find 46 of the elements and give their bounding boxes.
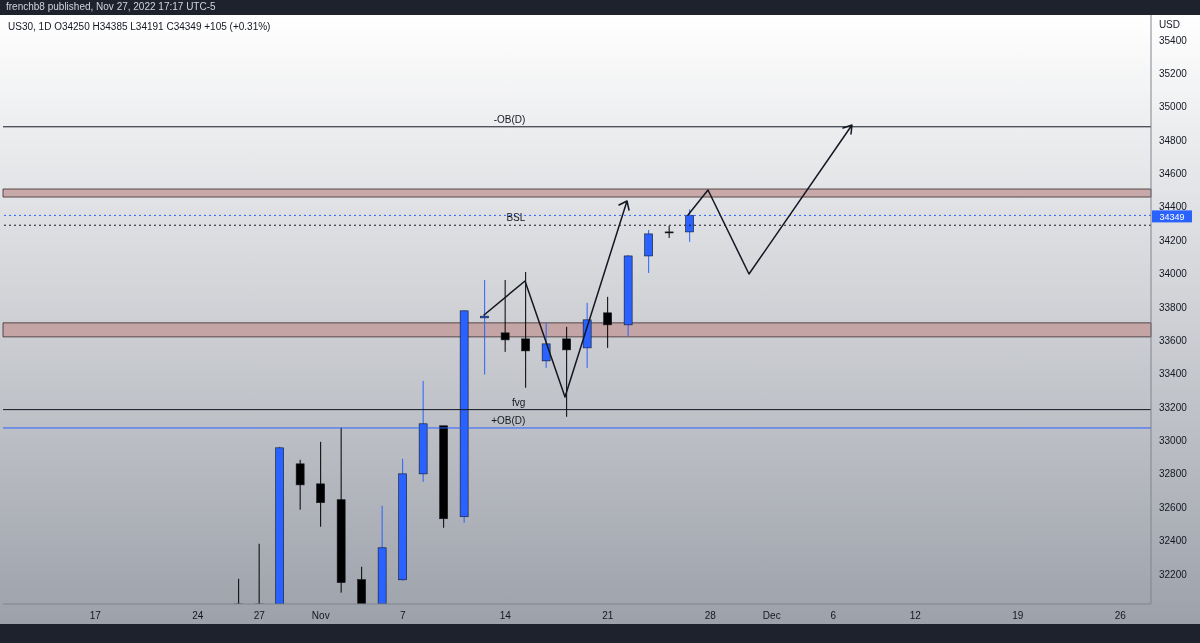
y-tick-label: 32600 bbox=[1159, 501, 1188, 513]
annotation: fvg bbox=[512, 396, 526, 408]
y-tick-label: 33600 bbox=[1159, 334, 1188, 346]
x-tick-label: 14 bbox=[499, 610, 512, 622]
y-tick-label: 34000 bbox=[1159, 268, 1188, 280]
x-tick-label: 19 bbox=[1012, 610, 1024, 622]
annotation: BSL bbox=[506, 212, 526, 224]
x-tick-label: 27 bbox=[253, 610, 266, 622]
x-tick-label: 24 bbox=[192, 610, 204, 622]
x-tick-label: Nov bbox=[311, 610, 330, 622]
annotation: +OB(D) bbox=[491, 414, 526, 426]
candlestick bbox=[521, 271, 530, 389]
y-tick-label: 34800 bbox=[1159, 134, 1188, 146]
y-tick-label: 35000 bbox=[1159, 101, 1188, 113]
y-tick-label: 33800 bbox=[1159, 301, 1188, 313]
y-tick-label: 35200 bbox=[1159, 67, 1188, 79]
y-tick-label: 33200 bbox=[1159, 401, 1188, 413]
x-tick-label: 7 bbox=[399, 610, 406, 622]
x-tick-label: 21 bbox=[602, 610, 614, 622]
x-tick-label: 17 bbox=[89, 610, 102, 622]
y-tick-label: 32400 bbox=[1159, 535, 1188, 547]
candlestick bbox=[295, 459, 305, 511]
candlestick bbox=[316, 441, 325, 528]
y-tick-label: 32800 bbox=[1159, 468, 1188, 480]
y-tick-label: 32200 bbox=[1159, 568, 1188, 580]
y-tick-label: 33000 bbox=[1159, 435, 1188, 447]
candlestick bbox=[541, 322, 551, 369]
chart-subtitle: frenchb8 published, Nov 27, 2022 17:17 UTC-5 bbox=[6, 1, 216, 12]
ref-line-label: 34349 bbox=[1159, 212, 1185, 223]
x-tick-label: 6 bbox=[830, 610, 837, 622]
text: US30, 1D O34250 H34385 L34191 C34349 +105 (+0.31%) bbox=[8, 21, 271, 32]
y-tick-label: 34600 bbox=[1159, 168, 1188, 180]
x-tick-label: 26 bbox=[1114, 610, 1127, 622]
candlestick bbox=[480, 279, 489, 376]
x-tick-label: 12 bbox=[909, 610, 922, 622]
y-tick-label: 34400 bbox=[1159, 201, 1188, 213]
candlestick bbox=[500, 279, 510, 353]
x-tick-label: Dec bbox=[762, 610, 781, 622]
y-tick-label: 35400 bbox=[1159, 34, 1188, 46]
x-tick-label: 28 bbox=[704, 610, 717, 622]
y-tick-label: 33400 bbox=[1159, 368, 1188, 380]
candlestick bbox=[603, 296, 612, 349]
y-tick-label: 34200 bbox=[1159, 234, 1188, 246]
candlestick bbox=[644, 229, 653, 274]
annotation: -OB(D) bbox=[493, 113, 526, 125]
y-axis-title: USD bbox=[1158, 19, 1180, 30]
